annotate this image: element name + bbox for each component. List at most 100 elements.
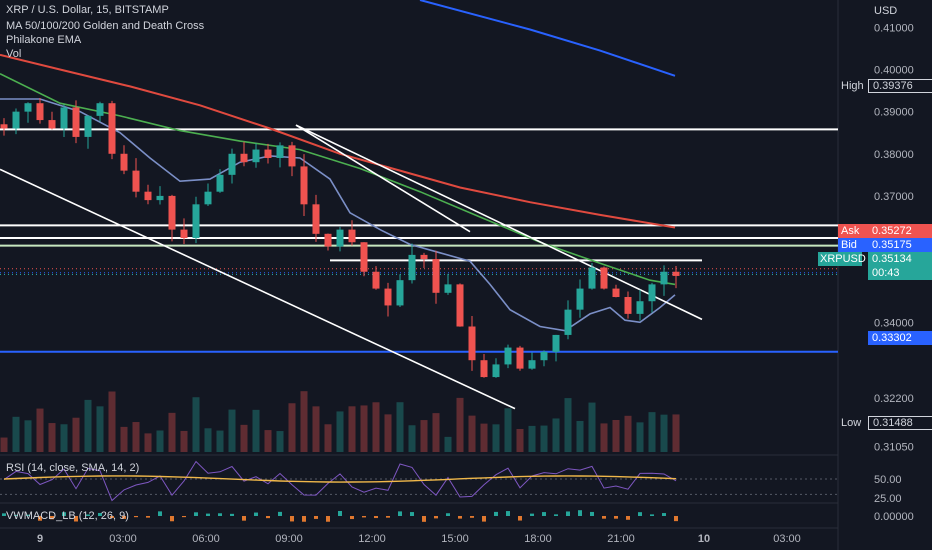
volume-bar (420, 420, 428, 452)
candle-body (0, 124, 8, 129)
volume-bar (648, 412, 656, 452)
time-tick-label: 06:00 (192, 533, 220, 545)
candle-body (372, 271, 380, 289)
candle-body (72, 107, 80, 137)
vwmacd-bar (614, 516, 618, 519)
vwmacd-bar (650, 514, 654, 516)
time-tick-label: 9 (37, 533, 43, 545)
candle-body (672, 271, 680, 276)
volume-bar (468, 415, 476, 452)
volume-bar (156, 430, 164, 452)
vwmacd-bar (134, 516, 138, 518)
volume-bar (192, 397, 200, 452)
vwmacd-legend[interactable]: VWMACD_LB (12, 26, 9) (6, 510, 129, 522)
candle-body (48, 120, 56, 129)
volume-bar (588, 402, 596, 452)
volume-bar (384, 414, 392, 452)
volume-bar (528, 425, 536, 452)
vwmacd-bar (218, 513, 222, 516)
indicator-ema-legend[interactable]: Philakone EMA (6, 34, 82, 46)
candle-body (600, 267, 608, 289)
vwmacd-bar (74, 516, 78, 522)
vwmacd-bar (326, 516, 330, 522)
vwmacd-bar (518, 516, 522, 521)
bid-label: Bid (838, 238, 871, 252)
volume-bar (132, 422, 140, 452)
vwmacd-bar (590, 511, 594, 516)
indicator-ma-legend[interactable]: MA 50/100/200 Golden and Death Cross (6, 20, 205, 32)
volume-bar (372, 402, 380, 452)
volume-bar (360, 405, 368, 452)
trendline (295, 124, 703, 321)
volume-bar (240, 424, 248, 452)
volume-bar (540, 425, 548, 452)
candle-body (576, 288, 584, 310)
vwmacd-bar (506, 511, 510, 516)
vwmacd-bar (290, 516, 294, 522)
high-label: High (841, 80, 864, 92)
price-tick-label: 0.37000 (874, 191, 914, 203)
volume-bar (48, 423, 56, 452)
candle-body (12, 111, 20, 129)
volume-bar (504, 408, 512, 452)
symbol-title[interactable]: XRP / U.S. Dollar, 15, BITSTAMP (6, 4, 169, 16)
vwmacd-bar (146, 516, 150, 518)
rsi-tick-label: 25.00 (874, 493, 902, 505)
trendline (295, 124, 471, 233)
price-tick-label: 0.38000 (874, 149, 914, 161)
indicator-vol-legend[interactable]: Vol (6, 48, 22, 60)
candle-body (132, 170, 140, 192)
candle-body (168, 195, 176, 230)
vwmacd-bar (350, 516, 354, 520)
axes: 0.410000.400000.390000.380000.370000.360… (37, 22, 914, 545)
vwmacd-bar (374, 516, 378, 519)
vwmacd-bar (2, 513, 6, 516)
candle-body (432, 259, 440, 293)
vwmacd-bar (566, 511, 570, 516)
price-tick-label: 0.41000 (874, 22, 914, 34)
rsi-legend[interactable]: RSI (14, close, SMA, 14, 2) (6, 462, 140, 474)
candle-body (252, 149, 260, 163)
last-value: 0.35134 (868, 252, 932, 266)
volume-bar (660, 414, 668, 452)
price-tick-label: 0.34000 (874, 317, 914, 329)
volume-bar (624, 415, 632, 452)
volume-bar (672, 414, 680, 452)
candle-body (492, 364, 500, 378)
ask-value: 0.35272 (868, 224, 932, 238)
candle-body (624, 297, 632, 314)
low-label: Low (841, 417, 862, 429)
vwmacd-bar (50, 516, 54, 520)
vwmacd-bar (38, 516, 42, 521)
candle-body (396, 280, 404, 306)
vwmacd-bar (446, 513, 450, 516)
bar-countdown: 00:43 (868, 266, 932, 280)
volume-bar (396, 402, 404, 452)
volume-bar (0, 437, 8, 452)
vwmacd-bar (302, 516, 306, 522)
volume-bar (516, 428, 524, 452)
volume-bar (492, 424, 500, 452)
vwmacd-bar (386, 516, 390, 518)
vwmacd-bar (158, 511, 162, 516)
volume-bar (576, 420, 584, 452)
vwmacd-bar (530, 513, 534, 516)
volume-bar (432, 413, 440, 452)
vwmacd-bar (674, 516, 678, 522)
vwmacd-bar (494, 511, 498, 516)
rsi-tick-label: 50.00 (874, 474, 902, 486)
vwmacd-bar (458, 516, 462, 519)
ask-label: Ask (838, 224, 871, 238)
volume-bar (72, 417, 80, 452)
candle-body (180, 229, 188, 239)
vwmacd-bar (578, 510, 582, 516)
volume-bar (336, 411, 344, 452)
time-tick-label: 10 (698, 533, 710, 545)
rsi-pane (0, 460, 838, 502)
vwmacd-bar (254, 512, 258, 516)
candle-body (456, 284, 464, 327)
candle-body (516, 347, 524, 369)
vwmacd-bar (26, 514, 30, 516)
